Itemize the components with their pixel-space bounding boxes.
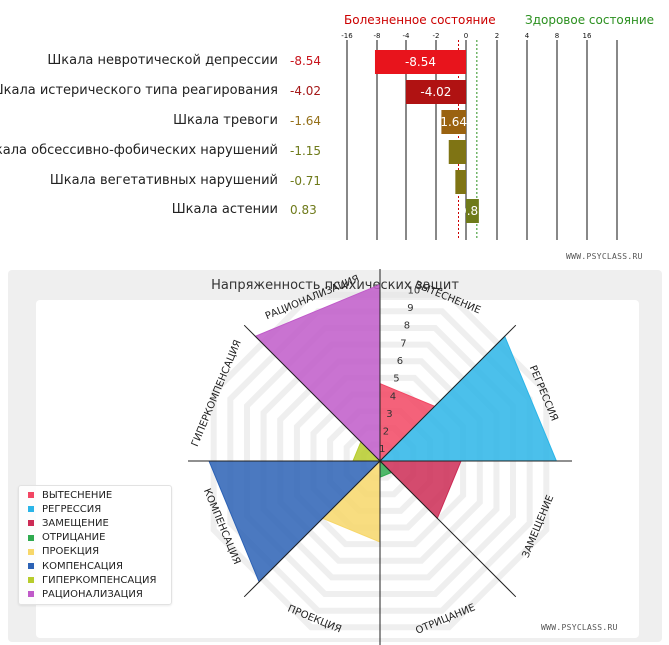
radar-legend: ВЫТЕСНЕНИЕ РЕГРЕССИЯ ЗАМЕЩЕНИЕ ОТРИЦАНИЕ ПРО… [18,485,172,605]
radar-watermark: WWW.PSYCLASS.RU [541,623,618,632]
bar-tick-label: 16 [583,32,592,40]
legend-item[interactable]: ЗАМЕЩЕНИЕ [19,516,171,530]
bar-watermark: WWW.PSYCLASS.RU [566,252,643,261]
radar-spoke [243,460,381,598]
legend-swatch [28,492,34,499]
bar-category-label: Шкала тревоги [173,113,278,128]
radar-tick-label: 9 [407,303,413,314]
bar-data-label: 1.64 [440,115,467,129]
bar [466,199,479,223]
radar-tick-label: 2 [383,427,389,438]
bar-tick-label: -16 [341,32,353,40]
legend-item[interactable]: ВЫТЕСНЕНИЕ [19,488,171,502]
bar-data-label: -4.02 [420,85,451,99]
bar-value-label: -0.71 [290,174,322,188]
bar-value-label: -1.64 [290,114,322,128]
legend-label: РЕГРЕССИЯ [42,503,102,515]
legend-label: ОТРИЦАНИЕ [42,532,106,544]
bar [374,50,466,74]
bar-category-label: Шкала невротической депрессии [47,53,278,68]
radar-tick-label: 7 [400,338,406,349]
radar-tick-label: 3 [386,409,392,420]
bar-tick-label: -4 [403,32,411,40]
legend-item[interactable]: ПРОЕКЦИЯ [19,545,171,559]
legend-swatch [28,520,34,527]
legend-swatch [28,563,34,570]
bar-data-label: -8.54 [405,55,436,69]
radar-tick-label: 8 [404,321,410,332]
radar-spoke [379,460,517,598]
bar-value-label: 0.83 [290,203,317,217]
radar-tick-label: 5 [393,374,399,385]
bar-chart: -16 -8 -4 -2 0 2 4 8 16 -8.54 -4.02 1.64 0.83 [341,32,618,240]
bar-tick-label: -2 [433,32,440,40]
legend-swatch [28,591,34,598]
legend-label: ЗАМЕЩЕНИЕ [42,517,109,529]
radar-tick-label: 6 [397,356,403,367]
radar-spoke [379,324,517,462]
legend-item[interactable]: РАЦИОНАЛИЗАЦИЯ [19,587,171,601]
bar [448,140,466,164]
radar-tick-label: 10 [408,285,421,296]
legend-item[interactable]: ГИПЕРКОМПЕНСАЦИЯ [19,573,171,587]
legend-label: ПРОЕКЦИЯ [42,546,100,558]
bar [455,170,466,194]
legend-swatch [28,506,34,513]
bar-category-label: Шкала обсессивно-фобических нарушений [0,143,278,158]
legend-swatch [28,577,34,584]
bar-category-label: Шкала вегетативных нарушений [49,173,278,188]
bar-tick-label: 2 [495,32,499,40]
bar-value-label: -8.54 [290,54,322,68]
bar-category-label: Шкала астении [171,202,278,217]
radar-spoke [243,324,381,462]
bar-data-label: 0.83 [459,204,486,218]
legend-item[interactable]: ОТРИЦАНИЕ [19,531,171,545]
bar-tick-label: -8 [374,32,381,40]
legend-swatch [28,534,34,541]
legend-label: ВЫТЕСНЕНИЕ [42,489,113,501]
right-header: Здоровое состояние [525,13,655,27]
bar-value-label: -1.15 [290,144,322,158]
bar-value-label: -4.02 [290,84,322,98]
legend-item[interactable]: РЕГРЕССИЯ [19,502,171,516]
left-header: Болезненное состояние [344,13,496,27]
legend-swatch [28,548,34,555]
bar [441,110,466,134]
radar-title: Напряженность психических защит [211,278,459,293]
bar-tick-label: 4 [525,32,530,40]
bar-category-label: Шкала истерического типа реагирования [0,83,278,98]
legend-item[interactable]: КОМПЕНСАЦИЯ [19,559,171,573]
legend-label: КОМПЕНСАЦИЯ [42,560,123,572]
bar-tick-label: 0 [464,32,468,40]
radar-tick-label: 4 [390,391,396,402]
legend-label: ГИПЕРКОМПЕНСАЦИЯ [42,574,157,586]
bar [405,80,466,104]
radar-tick-label: 1 [379,444,385,455]
bar-tick-label: 8 [555,32,559,40]
legend-label: РАЦИОНАЛИЗАЦИЯ [42,588,143,600]
